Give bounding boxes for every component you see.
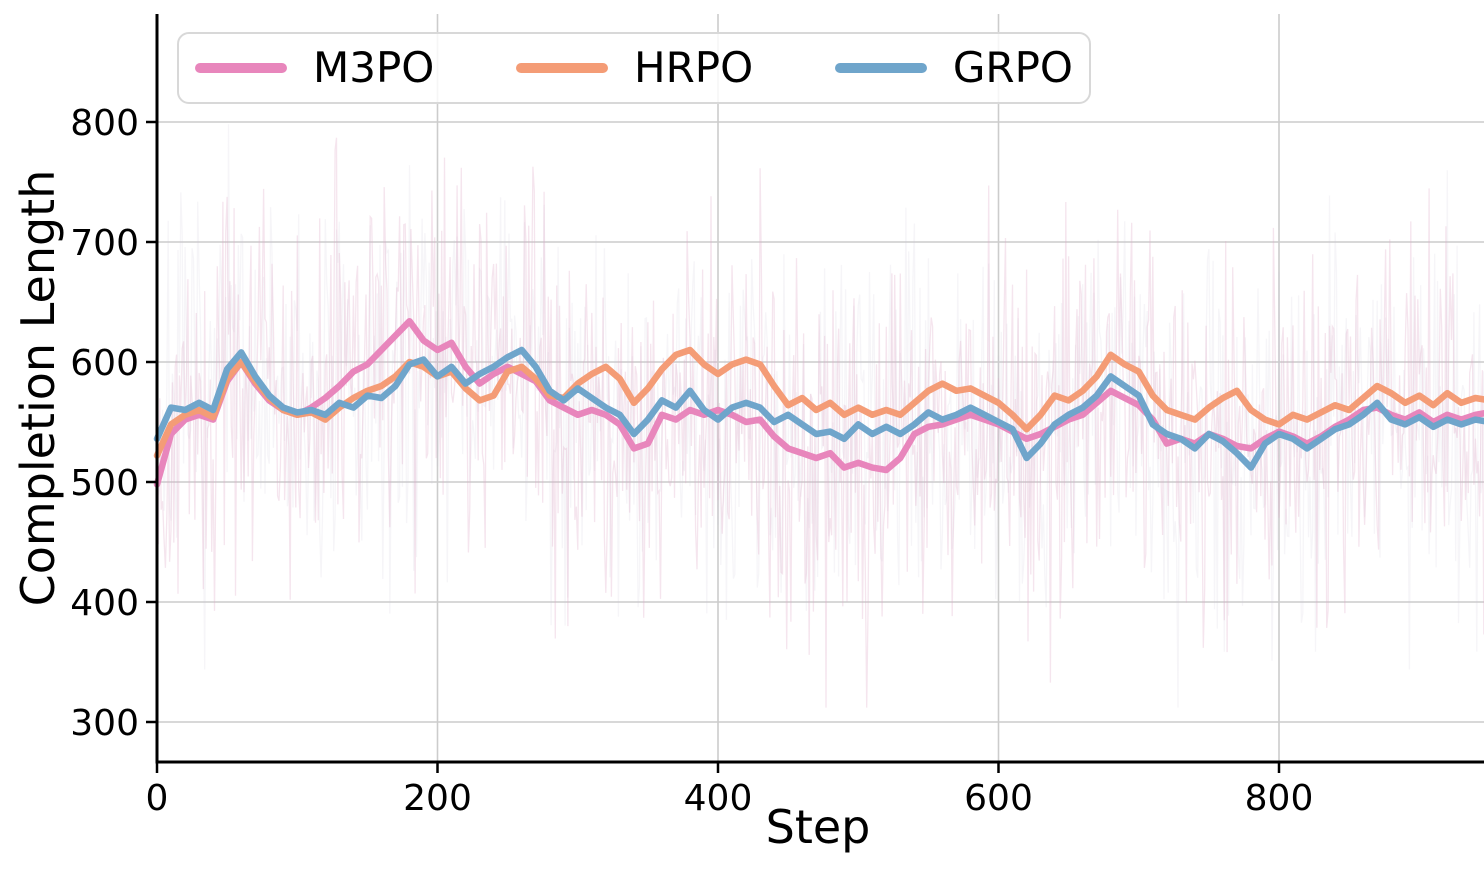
svg-text:600: 600 — [70, 343, 139, 384]
m3po-line-swatch — [195, 63, 287, 73]
svg-text:400: 400 — [684, 778, 753, 819]
hrpo-line-swatch — [516, 63, 609, 73]
svg-text:700: 700 — [70, 223, 139, 264]
x-axis-label: Step — [765, 800, 871, 854]
svg-text:500: 500 — [70, 463, 139, 504]
svg-text:800: 800 — [70, 103, 139, 144]
legend-item-grpo: GRPO — [834, 43, 1073, 92]
svg-text:800: 800 — [1245, 778, 1314, 819]
legend-item-m3po: M3PO — [195, 47, 434, 89]
legend-label-m3po: M3PO — [313, 43, 435, 92]
legend: M3PO HRPO GRPO — [177, 32, 1091, 104]
legend-label-hrpo: HRPO — [634, 43, 754, 92]
legend-item-hrpo: HRPO — [516, 47, 753, 89]
svg-text:400: 400 — [70, 583, 139, 624]
legend-label-grpo: GRPO — [952, 43, 1073, 92]
svg-text:600: 600 — [964, 778, 1033, 819]
grpo-line-swatch — [834, 63, 927, 73]
svg-text:300: 300 — [70, 703, 139, 744]
svg-text:0: 0 — [146, 778, 169, 819]
svg-text:200: 200 — [403, 778, 472, 819]
y-axis-label: Completion Length — [11, 169, 65, 607]
